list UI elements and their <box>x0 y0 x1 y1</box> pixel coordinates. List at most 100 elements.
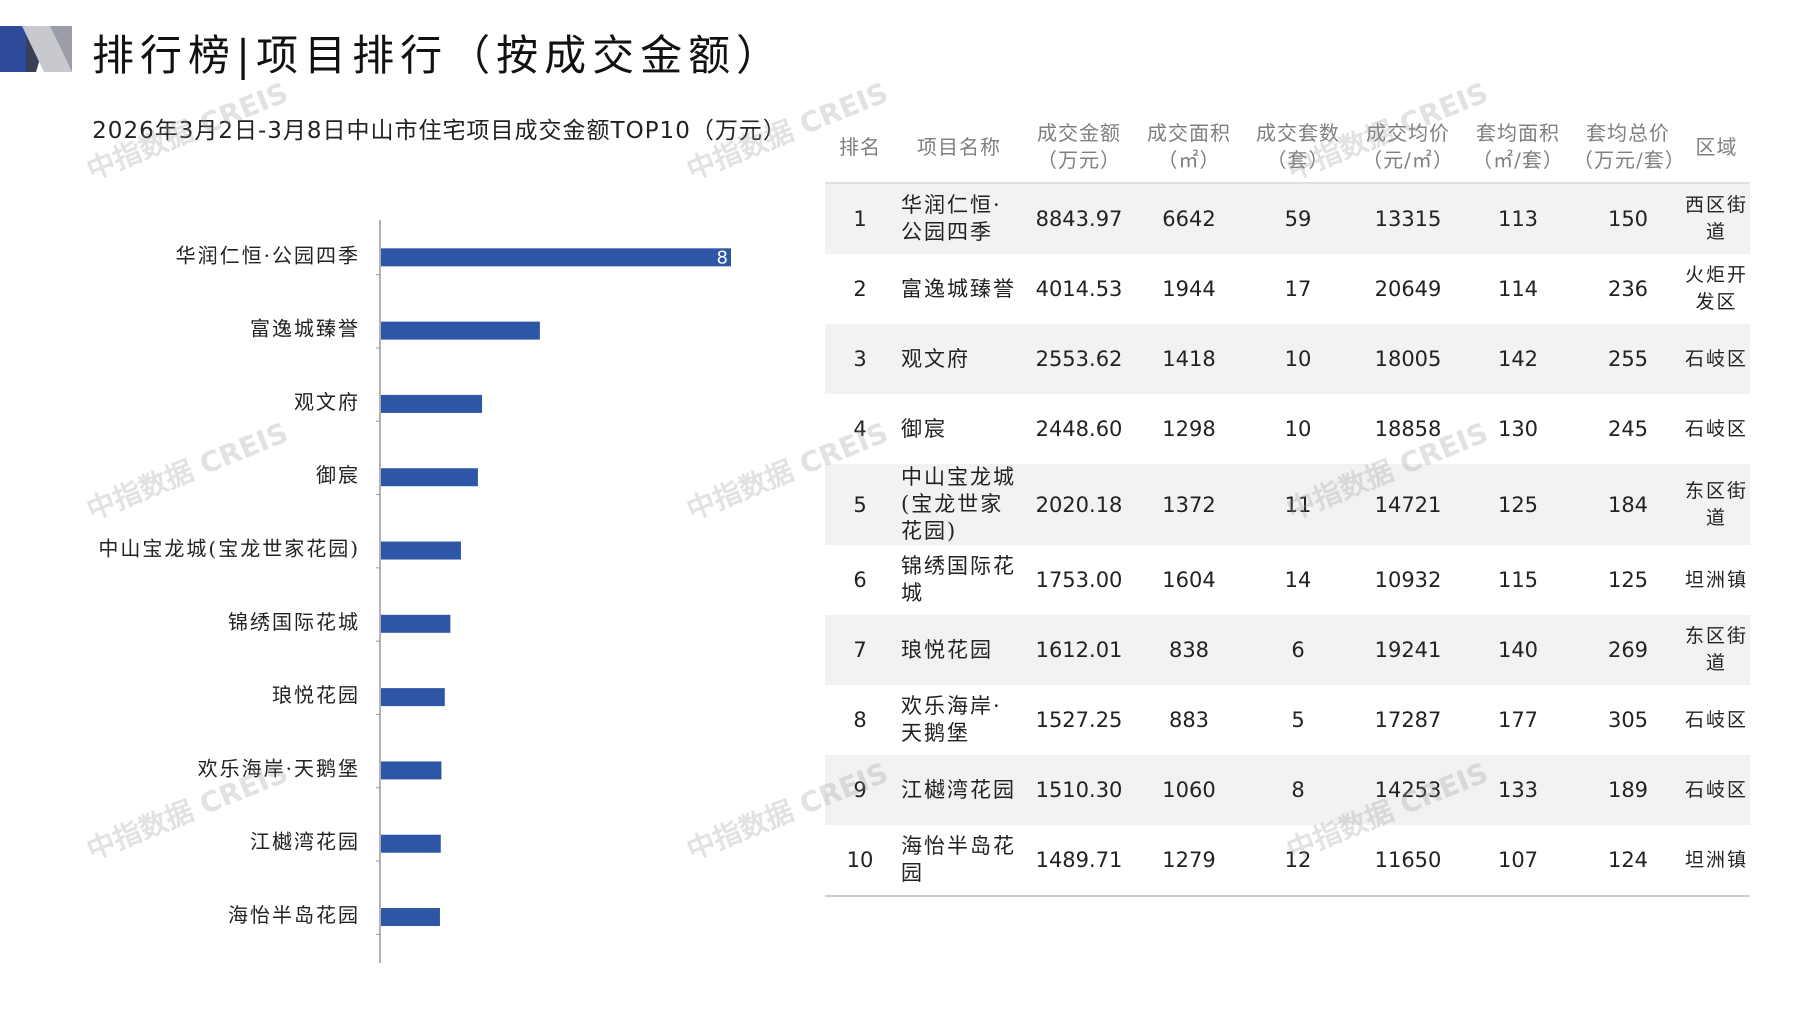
rank-cell: 3 <box>825 324 895 394</box>
value-cell: 113 <box>1463 183 1573 254</box>
rank-cell: 1 <box>825 183 895 254</box>
value-cell: 11 <box>1243 464 1353 545</box>
value-cell: 17287 <box>1374 708 1442 732</box>
region-cell: 火炬开发区 <box>1684 264 1748 313</box>
value-cell: 177 <box>1497 708 1539 732</box>
value-cell: 125 <box>1607 568 1649 592</box>
bar <box>381 688 445 707</box>
value-cell: 1612.01 <box>1023 615 1135 685</box>
region-cell: 石岐区 <box>1683 755 1750 825</box>
rank-cell: 9 <box>825 755 895 825</box>
rank-cell: 4 <box>853 417 867 441</box>
value-cell: 4014.53 <box>1035 277 1123 301</box>
value-cell: 125 <box>1463 464 1573 545</box>
project-name-cell: 海怡半岛花园 <box>895 825 1023 897</box>
table-header-cell: 排名 <box>825 112 895 184</box>
category-label: 富逸城臻誉 <box>250 317 360 341</box>
project-name-cell: 观文府 <box>895 324 1023 394</box>
value-cell: 107 <box>1463 825 1573 897</box>
value-cell: 1298 <box>1162 417 1216 441</box>
value-cell: 18005 <box>1353 324 1463 394</box>
bar <box>381 908 440 927</box>
rank-cell: 7 <box>825 615 895 685</box>
value-cell: 184 <box>1573 464 1683 545</box>
value-cell: 305 <box>1607 708 1649 732</box>
value-cell: 19241 <box>1353 615 1463 685</box>
value-cell: 838 <box>1135 615 1243 685</box>
category-label: 欢乐海岸·天鹅堡 <box>198 756 360 780</box>
value-cell: 2020.18 <box>1023 464 1135 545</box>
value-cell: 14253 <box>1353 755 1463 825</box>
value-cell: 1604 <box>1162 568 1216 592</box>
value-cell: 8 <box>1243 755 1353 825</box>
category-label: 海怡半岛花园 <box>228 903 360 927</box>
table-header-cell: 项目名称 <box>895 112 1023 184</box>
rank-cell: 5 <box>825 464 895 545</box>
value-cell: 1527.25 <box>1035 708 1123 732</box>
value-cell: 269 <box>1573 615 1683 685</box>
value-cell: 10 <box>1243 324 1353 394</box>
region-cell: 东区街道 <box>1683 464 1750 545</box>
bar <box>381 468 478 487</box>
value-cell: 1372 <box>1135 464 1243 545</box>
project-name-cell: 富逸城臻誉 <box>901 276 1016 301</box>
table-row: 1 华润仁恒·公园四季 8843.97 6642 59 13315 113 150 西区街道 <box>825 183 1750 254</box>
page-title: 排行榜|项目排行（按成交金额） <box>92 31 785 80</box>
table-header-cell: 成交面积（㎡） <box>1135 112 1243 184</box>
region-cell: 石岐区 <box>1684 417 1748 440</box>
bar <box>381 614 451 633</box>
value-cell: 189 <box>1573 755 1683 825</box>
value-cell: 10932 <box>1374 568 1442 592</box>
category-label: 锦绣国际花城 <box>228 610 360 634</box>
value-cell: 11650 <box>1353 825 1463 897</box>
value-cell: 140 <box>1463 615 1573 685</box>
value-cell: 14 <box>1284 568 1312 592</box>
logo-mark <box>0 26 72 72</box>
table-row: 5 中山宝龙城(宝龙世家花园) 2020.18 1372 11 14721 125 184 东区… <box>825 464 1750 545</box>
value-cell: 1418 <box>1135 324 1243 394</box>
region-cell: 石岐区 <box>1684 708 1748 731</box>
value-cell: 18858 <box>1374 417 1442 441</box>
value-cell: 1944 <box>1162 277 1216 301</box>
value-cell: 142 <box>1463 324 1573 394</box>
value-cell: 883 <box>1168 708 1210 732</box>
category-label: 中山宝龙城(宝龙世家花园) <box>98 537 360 561</box>
value-cell: 2553.62 <box>1023 324 1135 394</box>
rank-cell: 8 <box>853 708 867 732</box>
value-cell: 124 <box>1573 825 1683 897</box>
region-cell: 东区街道 <box>1683 615 1750 685</box>
category-label: 江樾湾花园 <box>250 830 360 854</box>
table-row: 4 御宸 2448.60 1298 10 18858 130 245 石岐区 <box>825 394 1750 464</box>
table-body: 1 华润仁恒·公园四季 8843.97 6642 59 13315 113 150 西区街道 2 富… <box>825 183 1750 897</box>
category-label: 华润仁恒·公园四季 <box>176 243 360 267</box>
value-cell: 20649 <box>1374 277 1442 301</box>
value-cell: 133 <box>1463 755 1573 825</box>
project-name-cell: 锦绣国际花城 <box>901 554 1016 605</box>
value-cell: 10 <box>1284 417 1312 441</box>
rank-cell: 10 <box>825 825 895 897</box>
project-name-cell: 江樾湾花园 <box>895 755 1023 825</box>
value-cell: 115 <box>1497 568 1539 592</box>
value-cell: 236 <box>1607 277 1649 301</box>
value-cell: 5 <box>1291 708 1305 732</box>
bar <box>381 321 540 340</box>
value-cell: 245 <box>1607 417 1649 441</box>
rank-cell: 6 <box>853 568 867 592</box>
value-cell: 2448.60 <box>1035 417 1123 441</box>
value-cell: 1279 <box>1135 825 1243 897</box>
region-cell: 坦洲镇 <box>1684 568 1748 591</box>
table-row: 7 琅悦花园 1612.01 838 6 19241 140 269 东区街道 <box>825 615 1750 685</box>
value-cell: 6 <box>1243 615 1353 685</box>
project-name-cell: 华润仁恒·公园四季 <box>895 183 1023 254</box>
value-cell: 8843.97 <box>1023 183 1135 254</box>
bar <box>381 541 461 560</box>
project-name-cell: 御宸 <box>901 416 947 441</box>
chart-title: 2026年3月2日-3月8日中山市住宅项目成交金额TOP10（万元） <box>92 118 787 144</box>
value-cell: 12 <box>1243 825 1353 897</box>
category-label: 观文府 <box>294 390 360 414</box>
table-header-cell: 套均面积（㎡/套） <box>1463 112 1573 184</box>
table-header-cell: 成交套数（套） <box>1243 112 1353 184</box>
table-header-cell: 套均总价（万元/套） <box>1573 112 1685 184</box>
value-cell: 150 <box>1573 183 1683 254</box>
region-cell: 坦洲镇 <box>1683 825 1750 897</box>
